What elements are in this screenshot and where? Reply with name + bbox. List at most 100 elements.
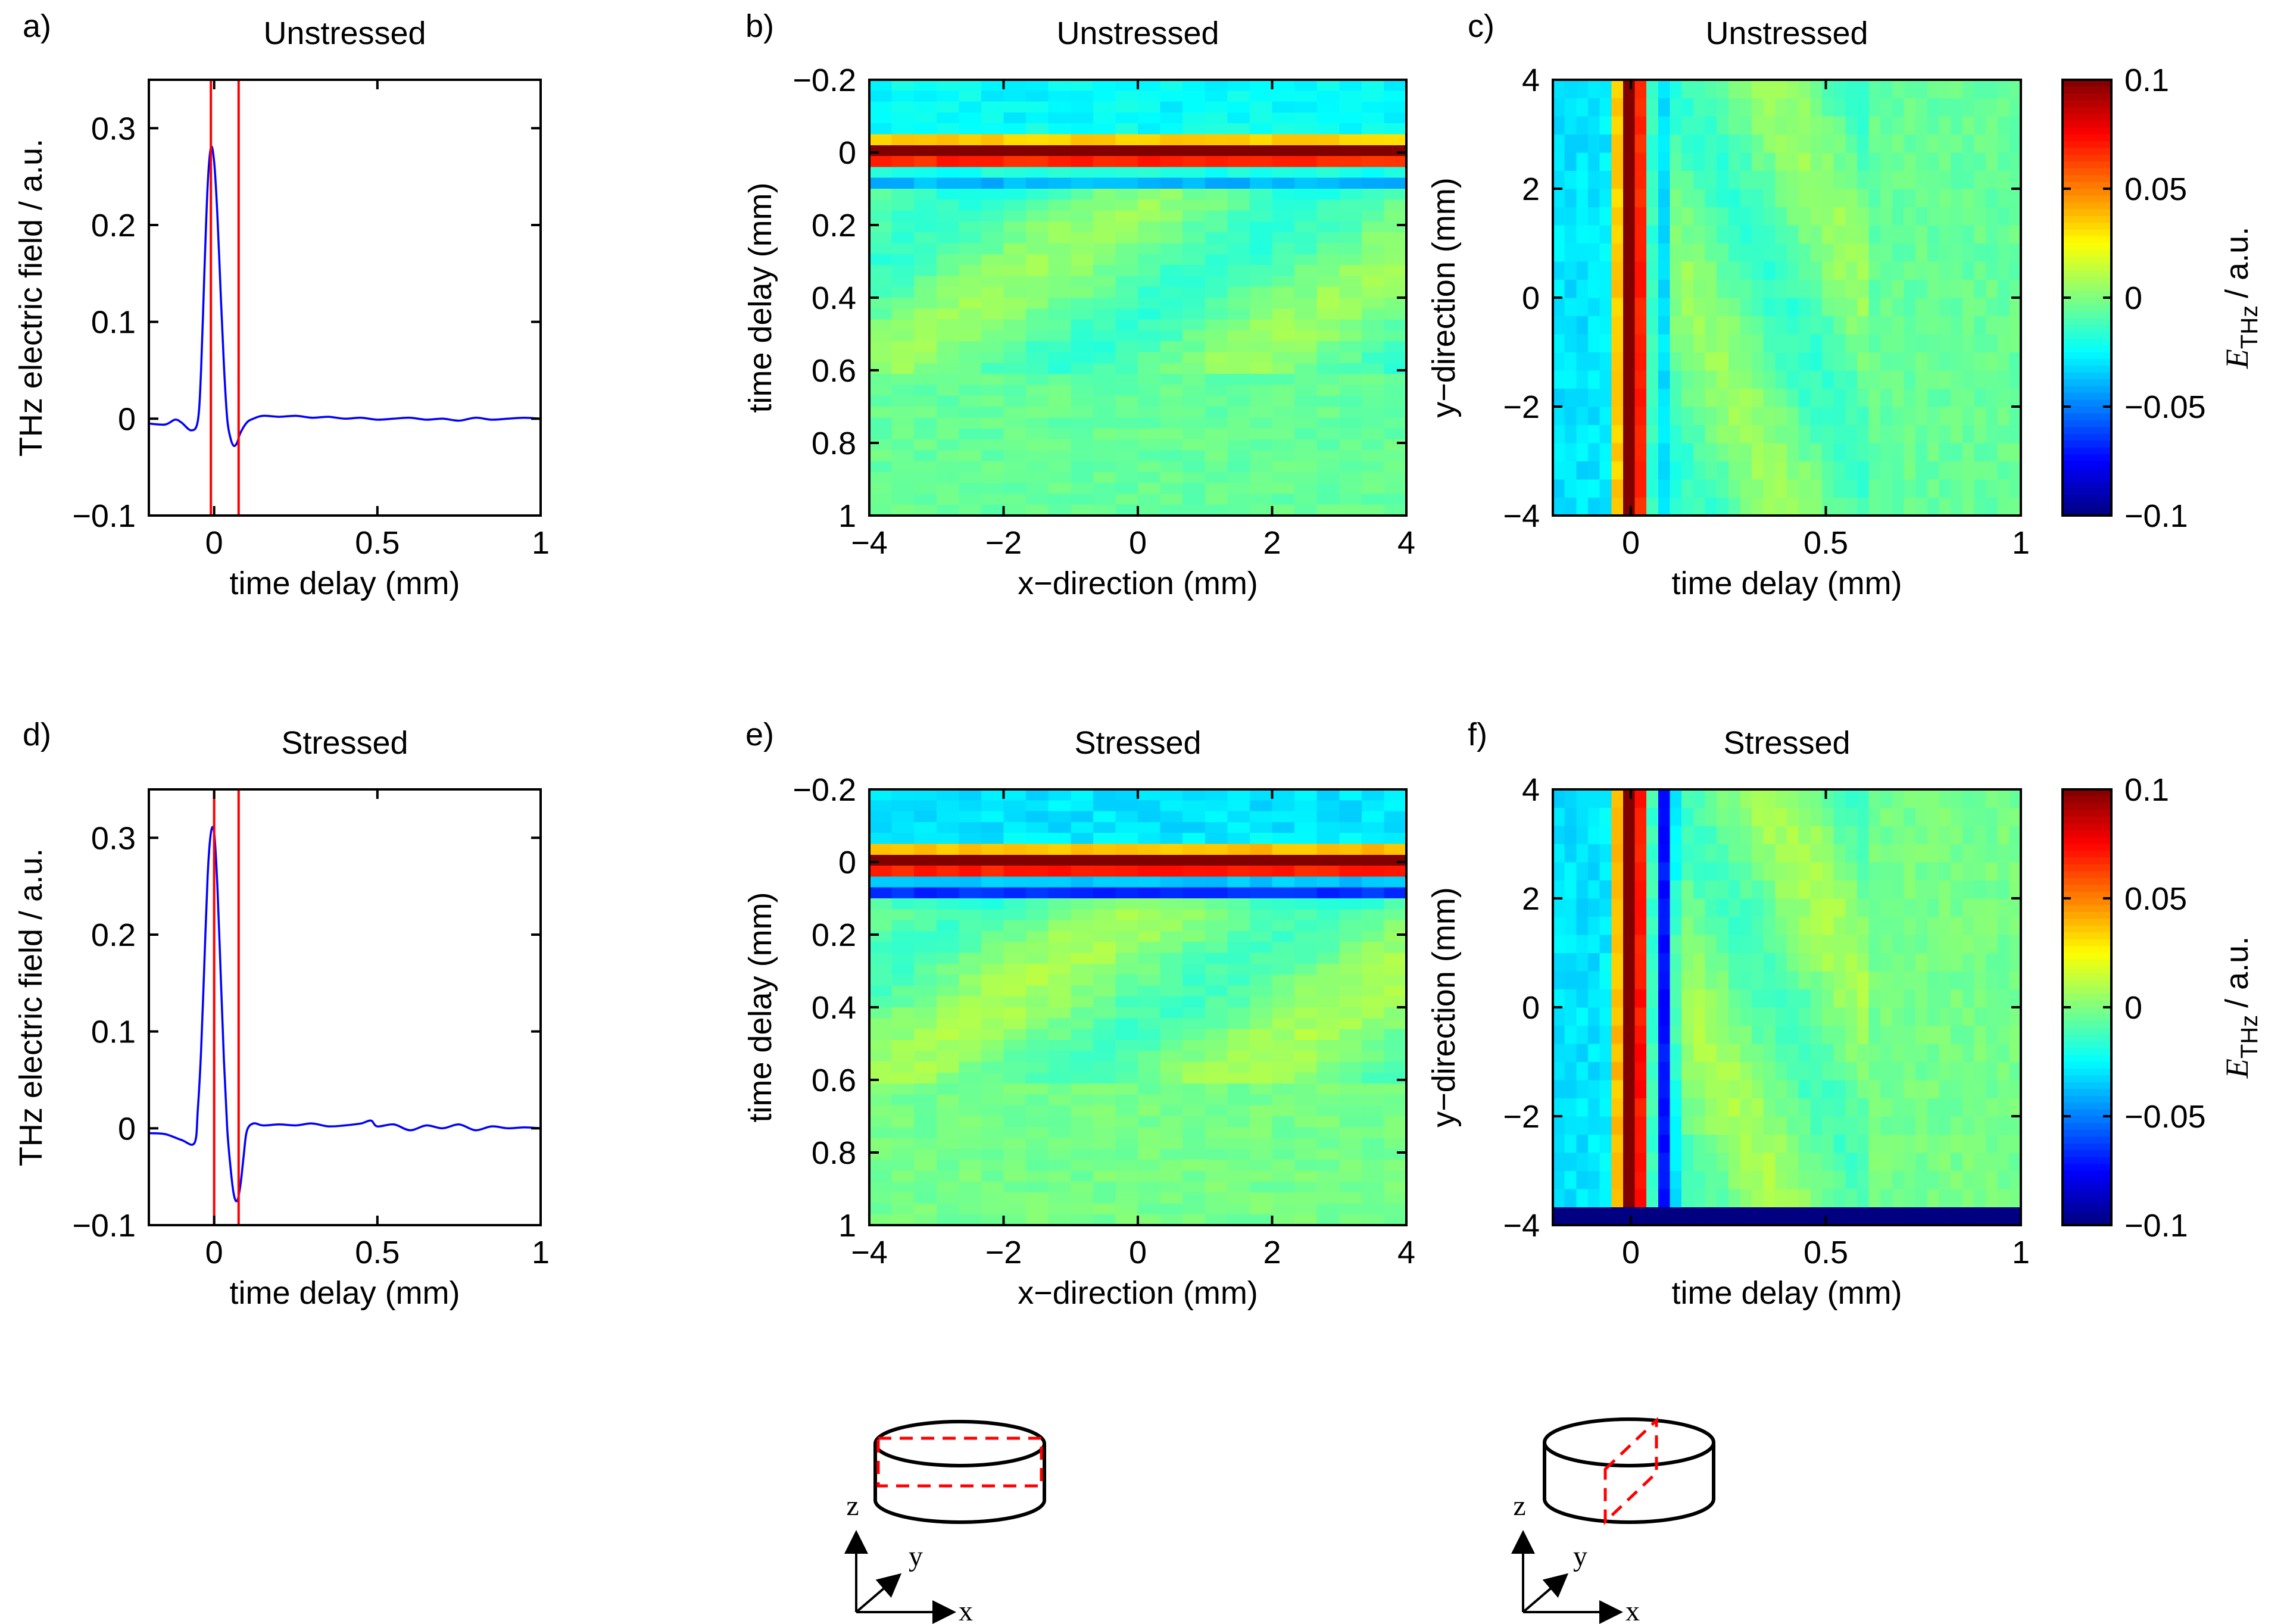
heatmap-cell	[1728, 116, 1740, 135]
heatmap-cell	[1845, 1061, 1858, 1080]
heatmap-cell	[1361, 167, 1385, 179]
heatmap-cell	[891, 844, 915, 855]
colorbar-step	[2063, 474, 2111, 482]
heatmap-cell	[1705, 844, 1717, 863]
heatmap-cell	[1316, 483, 1340, 494]
heatmap-cell	[1553, 1098, 1565, 1117]
heatmap-cell	[1205, 985, 1228, 997]
colorbar-step	[2063, 946, 2111, 954]
heatmap-cell	[1646, 989, 1659, 1008]
heatmap-cell	[1880, 443, 1893, 462]
heatmap-cell	[1138, 800, 1161, 812]
heatmap-cell	[1205, 800, 1228, 812]
heatmap-cell	[1361, 1203, 1385, 1215]
heatmap-cell	[1962, 497, 1974, 516]
heatmap-cell	[1705, 443, 1717, 462]
heatmap-cell	[1003, 1051, 1027, 1063]
heatmap-cell	[981, 1127, 1004, 1139]
heatmap-cell	[981, 1138, 1004, 1150]
heatmap-cell	[1361, 450, 1385, 462]
heatmap-cell	[1564, 370, 1577, 389]
heatmap-cell	[1553, 424, 1565, 444]
heatmap-cell	[1339, 177, 1362, 189]
heatmap-cell	[1093, 1018, 1116, 1030]
heatmap-cell	[936, 199, 959, 211]
heatmap-cell	[1138, 1094, 1161, 1106]
heatmap-cell	[1646, 189, 1659, 208]
heatmap-cell	[1272, 942, 1295, 954]
heatmap-cell	[1093, 177, 1116, 189]
heatmap-cell	[914, 298, 937, 309]
heatmap-cell	[1205, 210, 1228, 222]
heatmap-cell	[1576, 1098, 1589, 1117]
heatmap-cell	[1845, 152, 1858, 171]
heatmap-cell	[1717, 98, 1729, 117]
heatmap-cell	[1361, 254, 1385, 266]
y-tick-label: 2	[1522, 881, 1540, 917]
heatmap-cell	[1845, 334, 1858, 353]
heatmap-cell	[1974, 1044, 1986, 1063]
heatmap-cell	[1646, 334, 1659, 353]
heatmap-cell	[1939, 116, 1951, 135]
heatmap-cell	[1182, 210, 1206, 222]
heatmap-cell	[2009, 844, 2021, 863]
heatmap-cell	[1611, 298, 1624, 317]
heatmap-cell	[1294, 210, 1318, 222]
heatmap-cell	[914, 963, 937, 975]
heatmap-cell	[1003, 1094, 1027, 1106]
heatmap-cell	[1939, 1061, 1951, 1080]
axis-label-x: x	[959, 1595, 973, 1624]
heatmap-cell	[1752, 261, 1764, 280]
heatmap-cell	[1821, 1061, 1834, 1080]
heatmap-cell	[1845, 370, 1858, 389]
heatmap-cell	[1294, 985, 1318, 997]
heatmap-cell	[1798, 1025, 1811, 1044]
heatmap-cell	[1599, 1116, 1612, 1135]
heatmap-cell	[1587, 1189, 1600, 1208]
heatmap-cell	[869, 1072, 893, 1084]
heatmap-cell	[1316, 1138, 1340, 1150]
heatmap-cell	[1927, 479, 1940, 498]
heatmap-cell	[1693, 1061, 1706, 1080]
heatmap-cell	[1160, 189, 1183, 200]
colorbar-step	[2063, 366, 2111, 373]
heatmap-cell	[1361, 199, 1385, 211]
heatmap-cell	[1294, 930, 1318, 942]
heatmap-cell	[1384, 963, 1407, 975]
heatmap-cell	[1003, 504, 1027, 516]
heatmap-cell	[1833, 352, 1846, 371]
heatmap-cell	[1693, 844, 1706, 863]
heatmap-cell	[1728, 1153, 1740, 1172]
heatmap-cell	[1962, 424, 1974, 444]
heatmap-cell	[1728, 826, 1740, 845]
heatmap-cell	[1752, 844, 1764, 863]
heatmap-cell	[1927, 1189, 1940, 1208]
heatmap-cell	[1093, 1203, 1116, 1215]
colorbar-step	[2063, 399, 2111, 407]
heatmap-cell	[1857, 370, 1870, 389]
heatmap-cell	[1717, 116, 1729, 135]
heatmap-cell	[1951, 243, 1963, 262]
heatmap-cell	[1740, 443, 1752, 462]
heatmap-cell	[1670, 225, 1682, 244]
heatmap-cell	[1138, 822, 1161, 833]
heatmap-cell	[869, 1018, 893, 1030]
heatmap-cell	[1611, 844, 1624, 863]
heatmap-cell	[914, 1116, 937, 1128]
heatmap-cell	[959, 789, 982, 801]
heatmap-cell	[1646, 898, 1659, 917]
heatmap-cell	[1857, 952, 1870, 972]
heatmap-cell	[1205, 134, 1228, 146]
heatmap-cell	[1904, 388, 1916, 407]
heatmap-cell	[981, 909, 1004, 921]
heatmap-cell	[1048, 1214, 1071, 1226]
heatmap-cell	[1880, 898, 1893, 917]
heatmap-cell	[1787, 1080, 1799, 1099]
heatmap-cell	[1670, 116, 1682, 135]
heatmap-cell	[914, 920, 937, 932]
heatmap-cell	[1205, 385, 1228, 396]
heatmap-cell	[1339, 1170, 1362, 1182]
heatmap-cell	[1658, 461, 1671, 480]
heatmap-cell	[1904, 80, 1916, 99]
